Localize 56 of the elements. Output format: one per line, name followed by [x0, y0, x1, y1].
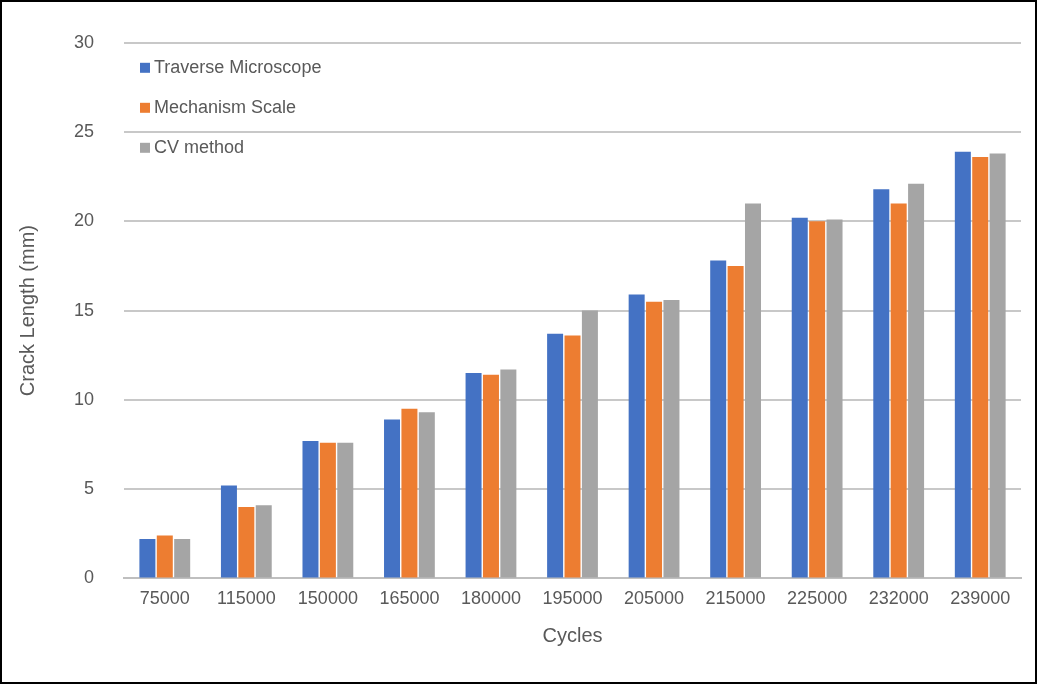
- y-tick-label: 5: [84, 478, 95, 499]
- bar: [220, 485, 237, 578]
- y-tick-label: 0: [84, 567, 95, 588]
- x-tick-label: 225000: [787, 588, 848, 609]
- bar: [744, 203, 761, 578]
- bar: [319, 442, 336, 578]
- x-tick-label: 232000: [868, 588, 929, 609]
- bar: [255, 505, 272, 578]
- bar: [791, 217, 808, 578]
- x-tick-label: 239000: [950, 588, 1011, 609]
- y-axis-title: Crack Length (mm): [15, 225, 38, 397]
- bar: [302, 440, 319, 578]
- bar: [547, 333, 564, 578]
- bar: [989, 153, 1006, 578]
- bar: [890, 203, 907, 578]
- x-axis-title: Cycles: [542, 623, 603, 646]
- bar: [384, 419, 401, 578]
- bar: [663, 299, 680, 578]
- bar: [564, 335, 581, 578]
- bar: [465, 373, 482, 578]
- bar: [500, 369, 517, 578]
- bar: [581, 310, 598, 578]
- bar: [710, 260, 727, 578]
- bar: [809, 221, 826, 578]
- y-tick-label: 10: [73, 388, 95, 409]
- bar: [954, 151, 971, 578]
- bar: [174, 539, 191, 578]
- y-tick-label: 20: [73, 210, 95, 231]
- bar: [156, 535, 173, 578]
- x-tick-label: 75000: [139, 588, 190, 609]
- bar: [972, 157, 989, 578]
- bar: [826, 219, 843, 578]
- y-tick-label: 30: [73, 31, 95, 52]
- x-tick-label: 115000: [216, 588, 276, 609]
- bar: [139, 539, 156, 578]
- y-tick-label: 15: [73, 299, 95, 320]
- legend-label: Traverse Microscope: [154, 56, 322, 77]
- bar: [873, 189, 890, 578]
- x-tick-label: 205000: [624, 588, 685, 609]
- bar: [238, 506, 255, 578]
- bar: [401, 408, 418, 578]
- x-tick-label: 165000: [379, 588, 440, 609]
- x-tick-label: 195000: [542, 588, 603, 609]
- x-tick-label: 180000: [460, 588, 522, 609]
- bar: [418, 412, 435, 578]
- bar: [337, 442, 354, 578]
- legend-label: CV method: [154, 136, 245, 157]
- legend-label: Mechanism Scale: [154, 96, 297, 117]
- bar: [727, 265, 744, 578]
- bar: [908, 183, 925, 578]
- x-tick-label: 150000: [297, 588, 358, 609]
- x-tick-label: 215000: [705, 588, 766, 609]
- bar: [628, 294, 645, 578]
- bar: [482, 374, 499, 578]
- y-tick-label: 25: [73, 121, 95, 142]
- bar: [646, 301, 663, 578]
